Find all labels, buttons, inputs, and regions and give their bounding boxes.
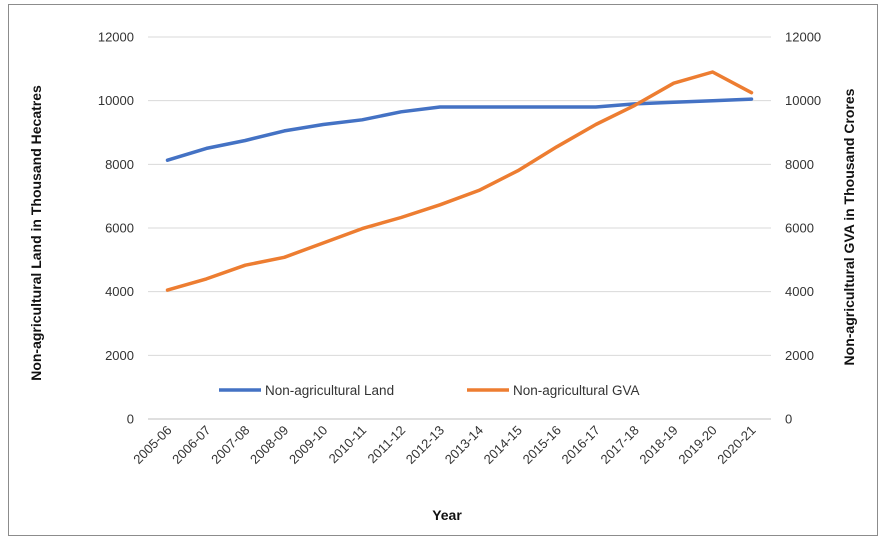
left-y-tick-label: 0	[127, 412, 134, 427]
right-y-axis-title: Non-agricultural GVA in Thousand Crores	[841, 88, 857, 365]
legend: Non-agricultural Land Non-agricultural G…	[219, 383, 640, 398]
x-tick-label: 2015-16	[520, 423, 564, 467]
x-tick-label: 2008-09	[247, 423, 291, 467]
x-tick-label: 2014-15	[481, 423, 525, 467]
right-y-tick-label: 6000	[785, 221, 814, 236]
right-y-axis-ticks: 0 2000 4000 6000 8000 10000 12000	[785, 30, 821, 427]
left-y-axis-title: Non-agricultural Land in Thousand Hecatr…	[28, 85, 44, 381]
x-axis-title: Year	[432, 507, 462, 523]
x-tick-label: 2011-12	[365, 423, 409, 467]
series-line-non-agricultural-land	[165, 97, 754, 162]
x-axis-ticks: 2005-062006-072007-082008-092009-102010-…	[130, 423, 758, 467]
gridlines	[148, 36, 771, 420]
line-chart: 0 2000 4000 6000 8000 10000 12000 0 2000 4000 600…	[28, 30, 857, 524]
legend-label-land: Non-agricultural Land	[265, 383, 394, 398]
x-tick-label: 2012-13	[403, 423, 447, 467]
right-y-tick-label: 12000	[785, 30, 821, 45]
x-tick-label: 2013-14	[442, 423, 486, 467]
right-y-tick-label: 10000	[785, 93, 821, 108]
x-tick-label: 2020-21	[714, 423, 758, 467]
chart-frame: 0 2000 4000 6000 8000 10000 12000 0 2000 4000 600…	[8, 4, 878, 536]
x-tick-label: 2017-18	[597, 423, 641, 467]
x-tick-label: 2016-17	[559, 423, 603, 467]
x-tick-label: 2018-19	[636, 423, 680, 467]
x-tick-label: 2009-10	[286, 423, 330, 467]
series-line-non-agricultural-gva	[165, 70, 754, 292]
left-y-tick-label: 10000	[98, 93, 134, 108]
left-y-tick-label: 4000	[105, 284, 134, 299]
right-y-tick-label: 2000	[785, 348, 814, 363]
right-y-tick-label: 0	[785, 412, 792, 427]
left-y-tick-label: 8000	[105, 157, 134, 172]
right-y-tick-label: 4000	[785, 284, 814, 299]
left-y-tick-label: 6000	[105, 221, 134, 236]
series-lines	[165, 70, 754, 292]
x-tick-label: 2006-07	[169, 423, 213, 467]
left-y-tick-label: 12000	[98, 30, 134, 45]
x-tick-label: 2005-06	[130, 423, 174, 467]
x-tick-label: 2019-20	[675, 423, 719, 467]
left-y-tick-label: 2000	[105, 348, 134, 363]
x-tick-label: 2010-11	[326, 423, 370, 467]
left-y-axis-ticks: 0 2000 4000 6000 8000 10000 12000	[98, 30, 134, 427]
right-y-tick-label: 8000	[785, 157, 814, 172]
x-tick-label: 2007-08	[208, 423, 252, 467]
legend-label-gva: Non-agricultural GVA	[513, 383, 640, 398]
